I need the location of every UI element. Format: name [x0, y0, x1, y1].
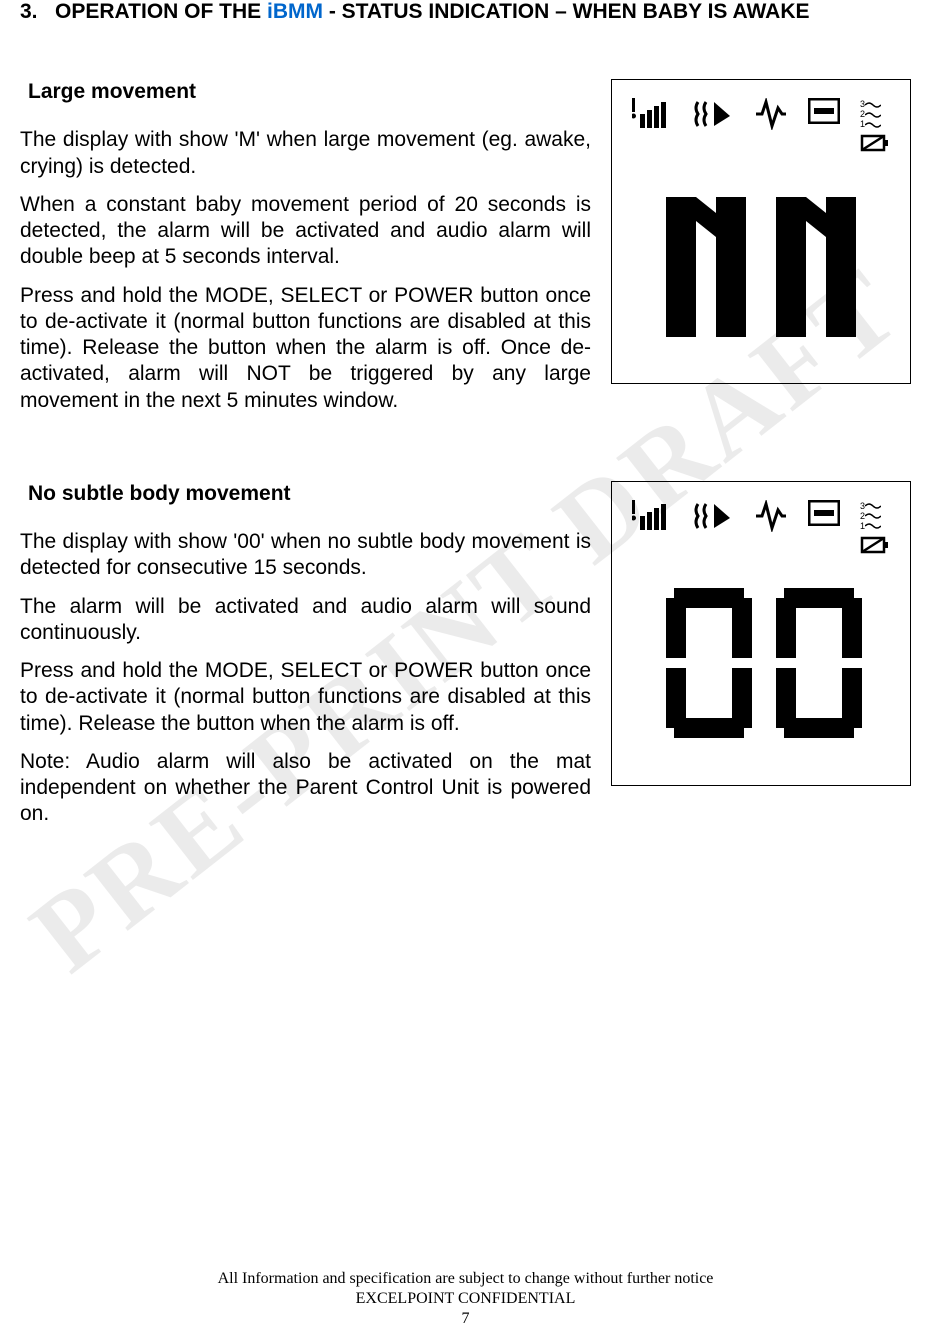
pulse-icon: [754, 98, 788, 135]
vibration-icon: [694, 98, 734, 135]
sensitivity-levels: 3 2 1: [860, 502, 890, 531]
section2-p3: Press and hold the MODE, SELECT or POWER…: [20, 658, 591, 737]
footer-line2: EXCELPOINT CONFIDENTIAL: [0, 1289, 931, 1309]
section2-p1: The display with show '00' when no subtl…: [20, 529, 591, 582]
section-no-movement: No subtle body movement The display with…: [20, 481, 911, 840]
section1-title: Large movement: [28, 79, 591, 105]
footer-page: 7: [0, 1309, 931, 1329]
signal-icon: [632, 500, 674, 537]
lcd-display-1: 3 2 1: [611, 79, 911, 384]
lcd-display-2: 3 2 1: [611, 481, 911, 786]
heading-pre: OPERATION OF THE: [55, 0, 267, 23]
level-box-icon: [808, 98, 840, 129]
signal-icon: [632, 98, 674, 135]
heading-num: 3.: [20, 0, 38, 23]
sensitivity-levels: 3 2 1: [860, 100, 890, 129]
section1-p1: The display with show 'M' when large mov…: [20, 127, 591, 180]
lcd-glyph-m: [656, 167, 866, 347]
lcd-main-2: [632, 550, 890, 767]
pulse-icon: [754, 500, 788, 537]
section-large-movement: Large movement The display with show 'M'…: [20, 79, 911, 426]
lcd-glyph-00: [656, 568, 866, 748]
lcd-main-1: [632, 148, 890, 365]
page-heading: 3. OPERATION OF THE iBMM - STATUS INDICA…: [20, 0, 911, 24]
footer-line1: All Information and specification are su…: [0, 1269, 931, 1289]
section1-p3: Press and hold the MODE, SELECT or POWER…: [20, 283, 591, 414]
section2-title: No subtle body movement: [28, 481, 591, 507]
section2-p2: The alarm will be activated and audio al…: [20, 594, 591, 647]
section1-p2: When a constant baby movement period of …: [20, 192, 591, 271]
page-footer: All Information and specification are su…: [0, 1269, 931, 1329]
vibration-icon: [694, 500, 734, 537]
section2-p4: Note: Audio alarm will also be activated…: [20, 749, 591, 828]
level-box-icon: [808, 500, 840, 531]
heading-post: - STATUS INDICATION – WHEN BABY IS AWAKE: [323, 0, 810, 23]
heading-accent: iBMM: [267, 0, 323, 23]
